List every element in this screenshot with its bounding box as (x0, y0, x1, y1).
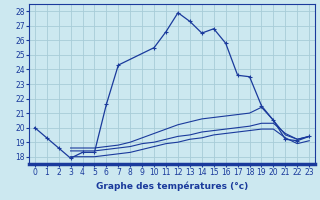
X-axis label: Graphe des températures (°c): Graphe des températures (°c) (96, 181, 248, 191)
